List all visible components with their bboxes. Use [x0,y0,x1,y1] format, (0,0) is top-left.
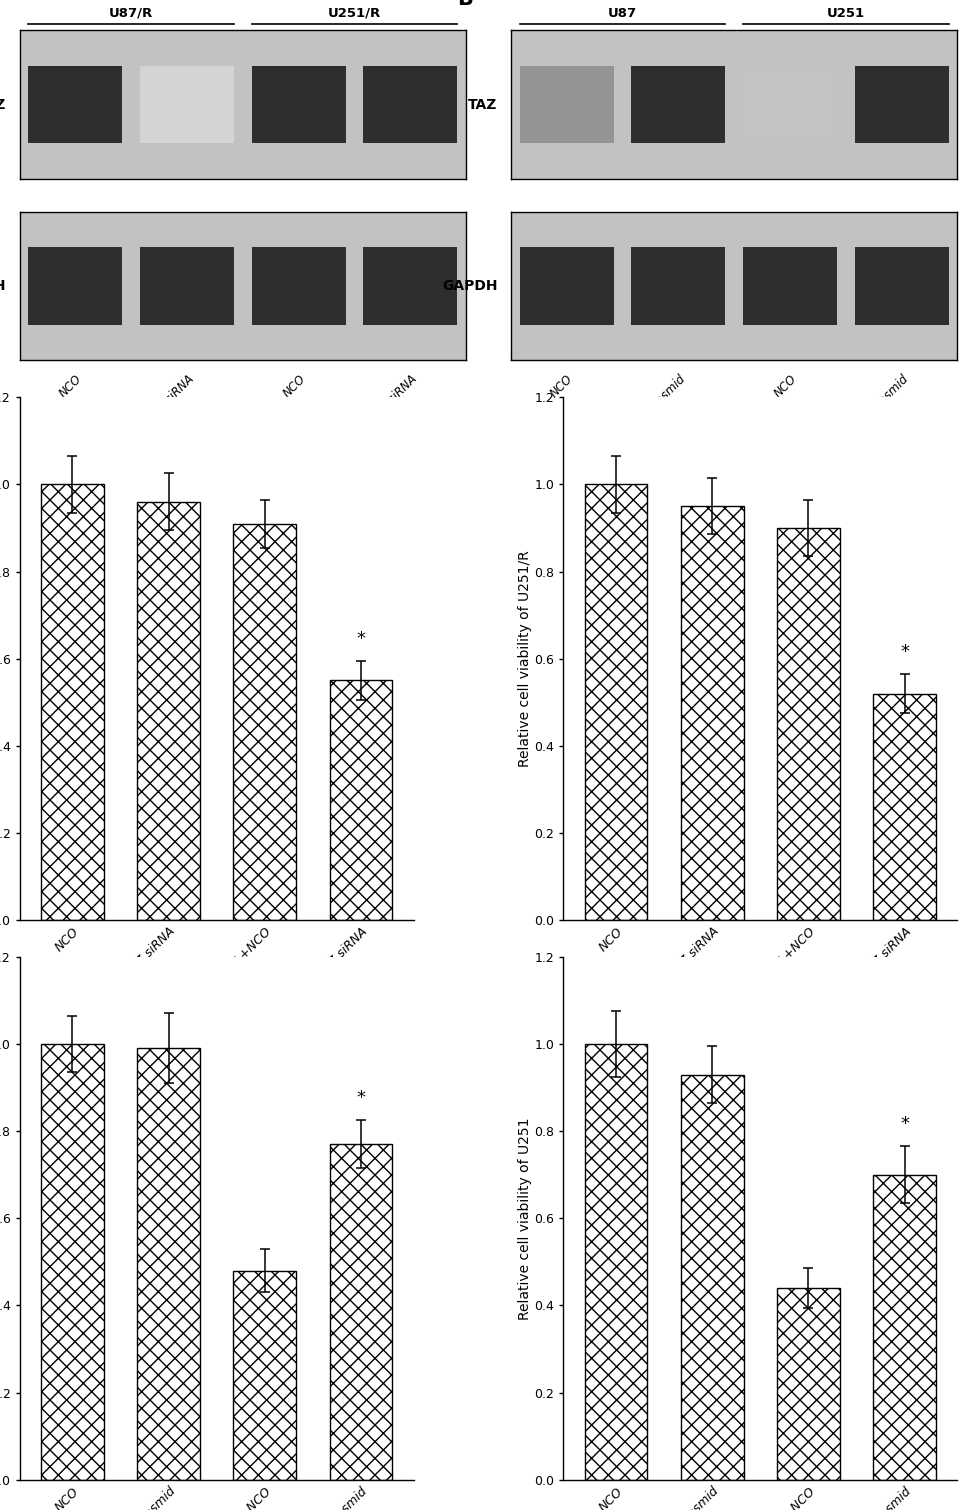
Text: *: * [357,1089,365,1107]
Text: U87/R: U87/R [109,6,153,20]
Bar [585,485,648,920]
Text: TAZ: TAZ [0,98,6,112]
Bar [520,248,614,325]
Bar [778,528,839,920]
Text: NCO: NCO [280,373,308,400]
Bar [363,248,457,325]
Bar [520,66,614,143]
Text: U87: U87 [608,6,637,20]
Bar [234,524,296,920]
Bar [41,485,104,920]
Bar [252,66,346,143]
Bar [140,66,234,143]
Bar [329,681,392,920]
Bar [631,66,725,143]
Y-axis label: Relative cell viability of U251: Relative cell viability of U251 [518,1117,531,1320]
Bar [140,248,234,325]
Bar [855,66,949,143]
Text: U251/R: U251/R [328,6,381,20]
Bar [855,248,949,325]
Text: B: B [457,0,473,9]
Text: TAZ: TAZ [468,98,497,112]
Bar [329,1145,392,1480]
Bar [778,1288,839,1480]
Text: *: * [357,630,365,648]
Bar [138,501,199,920]
Bar [743,248,837,325]
Y-axis label: Relative cell viability of U251/R: Relative cell viability of U251/R [518,550,531,767]
Bar [28,248,122,325]
Bar [234,1270,296,1480]
Text: TAZ plasmid: TAZ plasmid [627,373,688,432]
Bar [681,1075,743,1480]
Bar [252,248,346,325]
Text: GAPDH: GAPDH [0,279,6,293]
Bar [138,1048,199,1480]
Text: TAZ siRNA: TAZ siRNA [145,373,196,424]
Bar [28,66,122,143]
Bar [681,506,743,920]
Text: GAPDH: GAPDH [442,279,497,293]
Text: NCO: NCO [57,373,85,400]
Text: *: * [900,1116,909,1134]
Bar [363,66,457,143]
Bar [873,1175,936,1480]
Bar [873,693,936,920]
Bar [585,1043,648,1480]
Text: TAZ siRNA: TAZ siRNA [368,373,419,424]
Bar [41,1043,104,1480]
Bar [743,66,837,143]
Text: TAZ plasmid: TAZ plasmid [851,373,911,432]
Bar [631,248,725,325]
Text: U251: U251 [827,6,865,20]
Text: NCO: NCO [772,373,799,400]
Text: NCO: NCO [548,373,575,400]
Text: *: * [900,643,909,661]
